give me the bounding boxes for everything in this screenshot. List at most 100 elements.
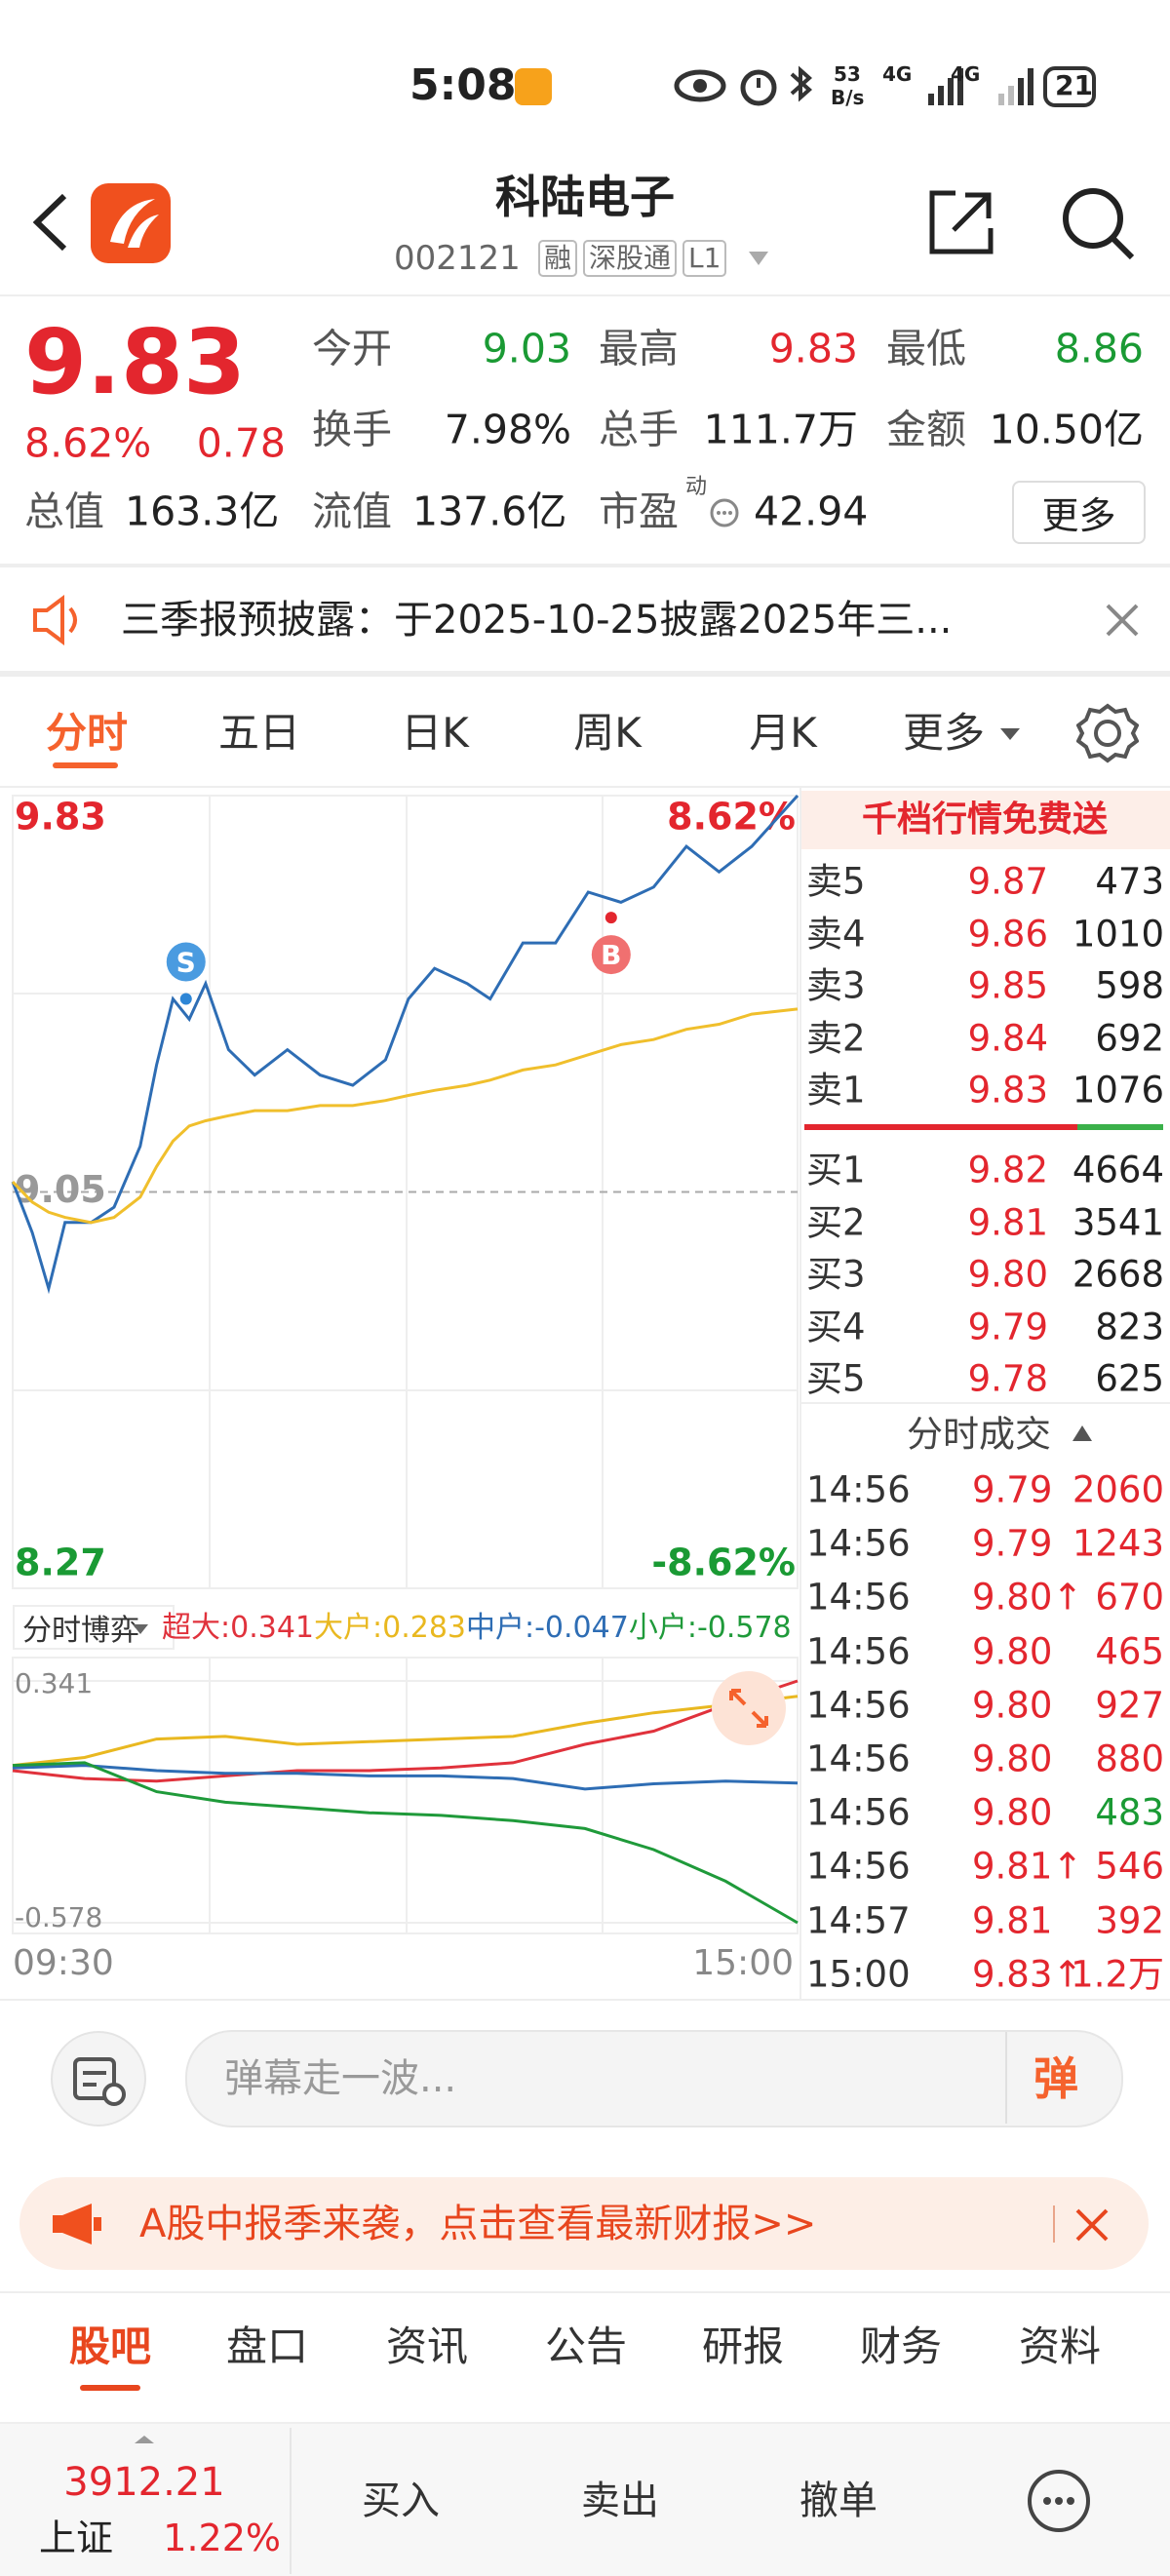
book-label: 买5 [806,1357,866,1400]
section-tab[interactable]: 财务 [859,2322,943,2370]
divider [0,294,1170,296]
legend: 超大:0.341 大户:0.283 中户: -0.047 小户: -0.578 [162,1609,792,1648]
trade-time: 14:56 [806,1845,911,1888]
promo-band[interactable] [801,791,1170,849]
trade-price: 9.80↑ [972,1576,1083,1619]
danmaku-button[interactable]: 弹 [1034,2052,1078,2105]
dropdown-icon[interactable] [131,1622,150,1636]
settings-button[interactable] [1076,702,1139,764]
book-price: 9.87 [967,860,1048,903]
book-price: 9.79 [967,1306,1048,1347]
search-button[interactable] [1058,183,1136,261]
trade-price: 9.80 [972,1791,1053,1834]
chart-tab[interactable]: 分时 [45,709,129,757]
divider [0,2291,1170,2293]
more-actions[interactable] [1026,2468,1092,2534]
battery-level: 21 [1055,69,1093,101]
notice-text[interactable]: 三季报预披露：于2025-10-25披露2025年三... [121,598,953,643]
legend-sep: : [372,1611,383,1645]
index-value[interactable]: 3912.21 [63,2460,225,2505]
trade-action[interactable]: 买入 [362,2478,440,2523]
field-tag: 动 [685,475,708,499]
legend-sep: : [525,1611,535,1645]
index-change[interactable]: 1.22% [163,2517,281,2559]
field-label: 换手 [312,406,392,453]
trade-time: 15:00 [806,1953,911,1996]
status-icons [674,65,1096,107]
chart-tab[interactable]: 日K [401,709,469,757]
section-tab[interactable]: 资料 [1018,2322,1102,2370]
trade-time: 14:56 [806,1630,911,1673]
net-unit: B/s [831,86,865,109]
trade-time: 14:57 [806,1899,911,1942]
trade-time: 14:56 [806,1791,911,1834]
stock-name: 科陆电子 [495,171,675,223]
chart-tab[interactable]: 更多 [902,709,986,757]
trade-action[interactable]: 卖出 [581,2478,659,2523]
expand-button[interactable] [710,1669,788,1747]
field-label: 最低 [886,325,966,372]
comment-settings[interactable] [50,2030,147,2127]
book-price: 9.81 [967,1201,1048,1243]
field-value: 42.94 [754,488,869,535]
y-tick-label: 9.05 [15,1168,106,1211]
trade-volume: 1243 [1072,1522,1164,1565]
more-button[interactable]: 更多 [1012,481,1146,544]
annotation-text: S [176,946,196,978]
field-value: 9.03 [482,325,571,372]
close-notice[interactable] [1105,603,1140,638]
book-label: 买2 [806,1201,866,1243]
net-type: 4G [951,62,981,86]
section-tab[interactable]: 公告 [544,2322,628,2370]
x-tick-label: 09:30 [13,1943,114,1983]
change-pct: 8.62% [24,419,152,467]
trade-action[interactable]: 撤单 [800,2478,878,2523]
net-type: 4G [882,62,913,86]
comment-input[interactable] [185,2030,1123,2127]
trade-time: 14:56 [806,1468,911,1511]
divider [801,1402,1170,1404]
book-volume: 823 [1095,1306,1164,1347]
book-price: 9.86 [967,913,1048,955]
flow-selector[interactable]: 分时博弈 [13,1605,175,1650]
field-value: 111.7万 [703,406,858,453]
book-label: 买1 [806,1149,866,1191]
back-button[interactable] [27,190,72,254]
dropdown-icon[interactable] [998,726,1022,742]
close-banner[interactable] [1074,2207,1110,2243]
y-tick-label: 8.27 [15,1542,106,1584]
section-tab[interactable]: 盘口 [225,2322,309,2370]
book-volume: 473 [1095,860,1164,903]
section-tab[interactable]: 股吧 [68,2322,152,2370]
banner-text[interactable]: A股中报季来袭，点击查看最新财报>> [139,2202,817,2246]
series-line [11,794,800,1295]
sort-icon[interactable] [1071,1424,1094,1443]
trade-point [604,912,617,924]
field-label: 金额 [886,406,966,453]
legend-name: 大户 [314,1611,372,1645]
section-tab[interactable]: 资讯 [385,2322,469,2370]
ask-ratio [804,1124,1077,1130]
info-icon[interactable] [709,497,740,528]
promo-text[interactable]: 千档行情免费送 [861,800,1109,839]
trades-title[interactable]: 分时成交 [907,1413,1051,1456]
legend-name: 中户 [466,1611,525,1645]
book-volume: 1076 [1072,1069,1164,1112]
chart-tab[interactable]: 五日 [217,709,301,757]
field-label: 总值 [24,488,104,535]
share-button[interactable] [926,187,996,257]
banner[interactable] [20,2177,1149,2270]
book-volume: 4664 [1072,1149,1164,1191]
section-tab[interactable]: 研报 [701,2322,785,2370]
book-volume: 2668 [1072,1253,1164,1296]
chart-tab[interactable]: 月K [749,709,817,757]
index-name[interactable]: 上证 [39,2517,114,2559]
y-tick-label: 0.341 [15,1667,93,1699]
chart-tab[interactable]: 周K [573,709,642,757]
trade-volume: 927 [1095,1684,1164,1727]
dropdown-icon[interactable] [747,250,770,267]
field-value: 163.3亿 [125,488,280,535]
legend-name: 超大 [162,1611,220,1645]
y2-tick-label: -8.62% [651,1542,796,1584]
trade-time: 14:56 [806,1737,911,1780]
